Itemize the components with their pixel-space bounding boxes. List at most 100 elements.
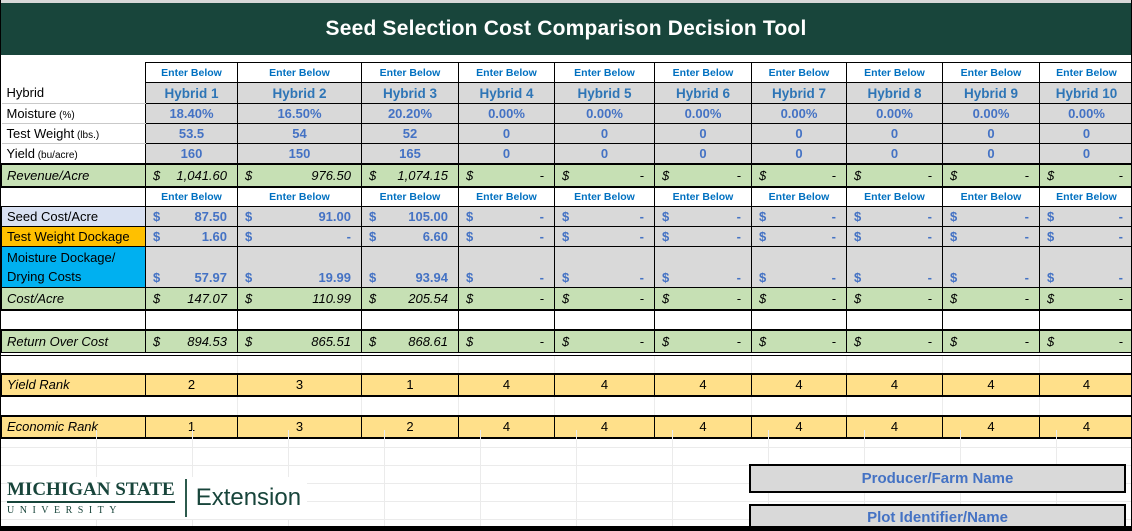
cell-hybrid-col10[interactable]: Hybrid 10 <box>1039 82 1131 104</box>
cell-enter-top-col7: Enter Below <box>751 62 847 83</box>
cell-yield-col1[interactable]: 160 <box>145 143 238 164</box>
cell-yield-rank-col5: 4 <box>554 372 655 397</box>
producer-farm-name-field[interactable]: Producer/Farm Name <box>749 464 1126 493</box>
cell-hybrid-col4[interactable]: Hybrid 4 <box>458 82 555 104</box>
cell-yield-col4[interactable]: 0 <box>458 143 555 164</box>
cell-hybrid-col3[interactable]: Hybrid 3 <box>361 82 459 104</box>
cell-test-weight-col7[interactable]: 0 <box>751 123 847 144</box>
cell-moisture-col4[interactable]: 0.00% <box>458 103 555 124</box>
cell-enter-mid-col1: Enter Below <box>145 186 238 207</box>
cell-seed-cost-col7[interactable]: $ - <box>751 206 847 227</box>
cell-enter-top-col6: Enter Below <box>654 62 752 83</box>
cell-return-over-cost-col5: $ - <box>554 328 655 356</box>
row-label-gap-1 <box>1 309 146 330</box>
cell-cost-acre-col3: $205.54 <box>361 287 459 311</box>
cell-yield-col5[interactable]: 0 <box>554 143 655 164</box>
cell-hybrid-col7[interactable]: Hybrid 7 <box>751 82 847 104</box>
cell-tw-dockage-col1: $1.60 <box>145 226 238 247</box>
cell-revenue-col4: $ - <box>458 162 555 188</box>
cell-moisture-col10[interactable]: 0.00% <box>1039 103 1131 124</box>
cell-seed-cost-col6[interactable]: $ - <box>654 206 752 227</box>
cell-seed-cost-col3[interactable]: $105.00 <box>361 206 459 227</box>
cell-seed-cost-col2[interactable]: $91.00 <box>237 206 362 227</box>
cell-gap-2-col7 <box>751 353 847 374</box>
cell-yield-col6[interactable]: 0 <box>654 143 752 164</box>
cell-hybrid-col8[interactable]: Hybrid 8 <box>846 82 943 104</box>
cell-gap-2-col8 <box>846 353 943 374</box>
cell-yield-col2[interactable]: 150 <box>237 143 362 164</box>
cell-enter-top-col2: Enter Below <box>237 62 362 83</box>
cell-gap-1-col8 <box>846 309 943 330</box>
title-bar: Seed Selection Cost Comparison Decision … <box>1 3 1131 55</box>
top-strip <box>1 0 1131 3</box>
cell-return-over-cost-col9: $ - <box>942 328 1040 356</box>
cell-moisture-col8[interactable]: 0.00% <box>846 103 943 124</box>
cell-seed-cost-col10[interactable]: $ - <box>1039 206 1131 227</box>
cell-gap-1-col4 <box>458 309 555 330</box>
cell-test-weight-col1[interactable]: 53.5 <box>145 123 238 144</box>
cell-hybrid-col9[interactable]: Hybrid 9 <box>942 82 1040 104</box>
cell-enter-mid-col5: Enter Below <box>554 186 655 207</box>
row-label-gap-2 <box>1 353 146 374</box>
cell-tw-dockage-col10: $ - <box>1039 226 1131 247</box>
cell-gap-1-col9 <box>942 309 1040 330</box>
cell-test-weight-col4[interactable]: 0 <box>458 123 555 144</box>
cell-cost-acre-col4: $ - <box>458 287 555 311</box>
cell-seed-cost-col9[interactable]: $ - <box>942 206 1040 227</box>
cell-yield-rank-col3: 1 <box>361 372 459 397</box>
cell-tw-dockage-col7: $ - <box>751 226 847 247</box>
cell-gap-2-col2 <box>237 353 362 374</box>
cell-moisture-col3[interactable]: 20.20% <box>361 103 459 124</box>
cell-test-weight-col6[interactable]: 0 <box>654 123 752 144</box>
cell-return-over-cost-col4: $ - <box>458 328 555 356</box>
cell-tw-dockage-col4: $ - <box>458 226 555 247</box>
cell-enter-mid-col7: Enter Below <box>751 186 847 207</box>
cell-moisture-col5[interactable]: 0.00% <box>554 103 655 124</box>
cell-enter-top-col10: Enter Below <box>1039 62 1131 83</box>
cell-yield-col8[interactable]: 0 <box>846 143 943 164</box>
cell-gap-3-col9 <box>942 395 1040 416</box>
cell-moisture-col2[interactable]: 16.50% <box>237 103 362 124</box>
cell-seed-cost-col5[interactable]: $ - <box>554 206 655 227</box>
cell-test-weight-col3[interactable]: 52 <box>361 123 459 144</box>
cell-test-weight-col9[interactable]: 0 <box>942 123 1040 144</box>
row-hybrid: Hybrid Hybrid 1 Hybrid 2 Hybrid 3 Hybrid 4 Hy… <box>1 82 1131 104</box>
cell-seed-cost-col8[interactable]: $ - <box>846 206 943 227</box>
cell-moisture-col6[interactable]: 0.00% <box>654 103 752 124</box>
row-gap-3 <box>1 395 1131 416</box>
cell-enter-mid-col3: Enter Below <box>361 186 459 207</box>
cell-cost-acre-col6: $ - <box>654 287 752 311</box>
cell-seed-cost-col4[interactable]: $ - <box>458 206 555 227</box>
cell-gap-1-col1 <box>145 309 238 330</box>
cell-tw-dockage-col3: $6.60 <box>361 226 459 247</box>
cell-yield-col7[interactable]: 0 <box>751 143 847 164</box>
cell-yield-col10[interactable]: 0 <box>1039 143 1131 164</box>
cell-yield-rank-col9: 4 <box>942 372 1040 397</box>
cell-test-weight-col5[interactable]: 0 <box>554 123 655 144</box>
row-moisture: Moisture (%) 18.40% 16.50% 20.20% 0.00% 0.00%… <box>1 103 1131 124</box>
cell-test-weight-col10[interactable]: 0 <box>1039 123 1131 144</box>
row-label-return-over-cost: Return Over Cost <box>1 328 146 356</box>
cell-gap-3-col4 <box>458 395 555 416</box>
cell-return-over-cost-col1: $894.53 <box>145 328 238 356</box>
cell-hybrid-col5[interactable]: Hybrid 5 <box>554 82 655 104</box>
cell-moisture-col7[interactable]: 0.00% <box>751 103 847 124</box>
cell-moisture-dockage-col8: $ - <box>846 246 943 288</box>
cell-hybrid-col6[interactable]: Hybrid 6 <box>654 82 752 104</box>
cell-test-weight-col2[interactable]: 54 <box>237 123 362 144</box>
cell-moisture-col9[interactable]: 0.00% <box>942 103 1040 124</box>
cell-yield-col3[interactable]: 165 <box>361 143 459 164</box>
cell-hybrid-col1[interactable]: Hybrid 1 <box>145 82 238 104</box>
row-label-yield: Yield (bu/acre) <box>1 143 146 164</box>
cell-tw-dockage-col8: $ - <box>846 226 943 247</box>
cell-test-weight-col8[interactable]: 0 <box>846 123 943 144</box>
cell-hybrid-col2[interactable]: Hybrid 2 <box>237 82 362 104</box>
cell-moisture-col1[interactable]: 18.40% <box>145 103 238 124</box>
cell-seed-cost-col1[interactable]: $87.50 <box>145 206 238 227</box>
cell-cost-acre-col2: $110.99 <box>237 287 362 311</box>
cell-enter-mid-col10: Enter Below <box>1039 186 1131 207</box>
row-label-cost-acre: Cost/Acre <box>1 287 146 311</box>
row-label-revenue: Revenue/Acre <box>1 162 146 188</box>
cell-yield-col9[interactable]: 0 <box>942 143 1040 164</box>
cell-revenue-col10: $ - <box>1039 162 1131 188</box>
